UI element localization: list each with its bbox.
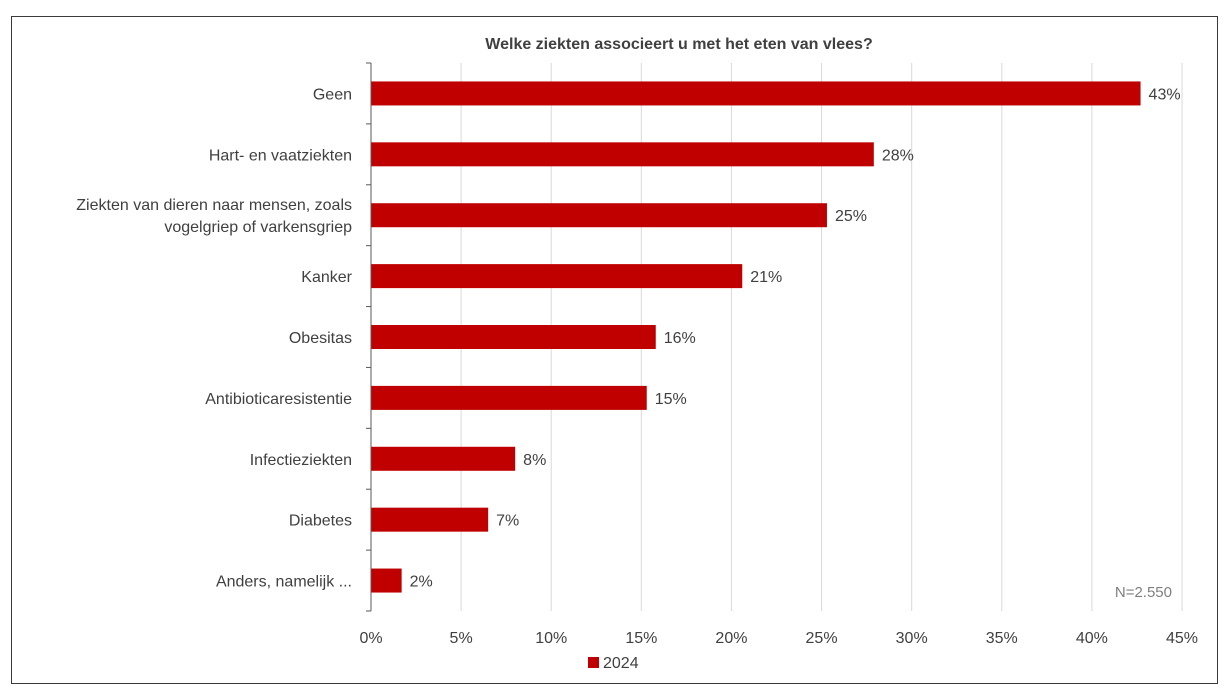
bar bbox=[371, 568, 402, 593]
x-tick-labels: 0% 5% 10% 15% 20% 25% 30% 35% 40% 45% bbox=[359, 630, 1198, 647]
x-tick-label: 45% bbox=[1166, 630, 1198, 647]
x-tick-label: 20% bbox=[715, 630, 747, 647]
category-label: Anders, namelijk ... bbox=[216, 574, 352, 591]
legend: 2024 bbox=[588, 655, 639, 672]
sample-size-annotation: N=2.550 bbox=[1115, 584, 1172, 601]
bar bbox=[371, 264, 743, 289]
value-label: 21% bbox=[750, 269, 782, 286]
bar bbox=[371, 446, 516, 471]
category-label: Hart- en vaatziekten bbox=[209, 147, 352, 164]
chart-title: Welke ziekten associeert u met het eten … bbox=[485, 36, 872, 53]
x-tick-label: 25% bbox=[806, 630, 838, 647]
bar bbox=[371, 203, 827, 228]
bar bbox=[371, 507, 489, 532]
bar bbox=[371, 385, 647, 410]
bars bbox=[371, 81, 1141, 593]
chart-frame bbox=[11, 16, 1218, 684]
category-label: Ziekten van dieren naar mensen, zoals vog… bbox=[76, 197, 352, 236]
category-label: Antibioticaresistentie bbox=[205, 391, 352, 408]
legend-label-2024: 2024 bbox=[603, 655, 639, 672]
category-label: Infectieziekten bbox=[250, 452, 352, 469]
value-label: 43% bbox=[1149, 86, 1181, 103]
value-label: 2% bbox=[410, 574, 433, 591]
value-label: 28% bbox=[882, 147, 914, 164]
x-tick-label: 35% bbox=[986, 630, 1018, 647]
bar bbox=[371, 325, 656, 349]
x-tick-label: 30% bbox=[896, 630, 928, 647]
x-tick-label: 40% bbox=[1076, 630, 1108, 647]
category-label: Kanker bbox=[301, 269, 352, 286]
value-label: 16% bbox=[664, 330, 696, 347]
category-label: Geen bbox=[313, 86, 352, 103]
x-tick-label: 10% bbox=[535, 630, 567, 647]
category-label: Diabetes bbox=[289, 513, 352, 530]
x-tick-label: 5% bbox=[450, 630, 473, 647]
value-label: 25% bbox=[835, 208, 867, 225]
value-label: 8% bbox=[523, 452, 546, 469]
axes bbox=[366, 62, 372, 612]
value-label: 7% bbox=[496, 513, 519, 530]
bar bbox=[371, 142, 874, 167]
x-tick-label: 15% bbox=[625, 630, 657, 647]
value-labels: 43% 28% 25% 21% 16% 15% 8% 7% 2% bbox=[410, 86, 1181, 590]
x-tick-label: 0% bbox=[359, 630, 382, 647]
bar bbox=[371, 81, 1141, 106]
category-labels: Geen Hart- en vaatziekten Ziekten van dier… bbox=[76, 86, 352, 590]
legend-swatch-2024 bbox=[588, 657, 599, 668]
value-label: 15% bbox=[655, 391, 687, 408]
category-label: Obesitas bbox=[289, 330, 352, 347]
